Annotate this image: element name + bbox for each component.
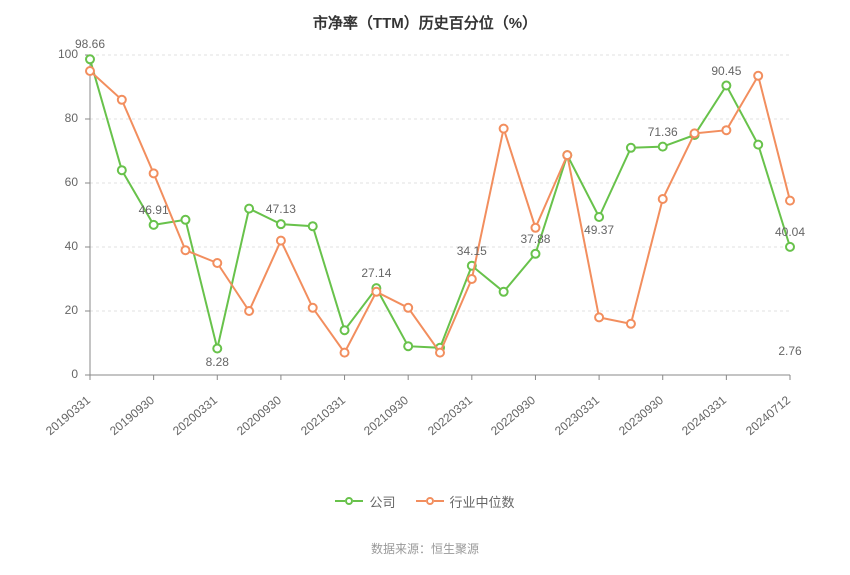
point-label: 8.28 bbox=[206, 355, 229, 369]
legend-item[interactable]: 公司 bbox=[335, 492, 395, 511]
y-tick-label: 0 bbox=[0, 367, 78, 381]
plot-area bbox=[0, 0, 850, 575]
legend: 公司 行业中位数 bbox=[0, 490, 850, 511]
point-label: 34.15 bbox=[457, 244, 487, 258]
y-tick-label: 80 bbox=[0, 111, 78, 125]
legend-marker bbox=[416, 497, 444, 505]
point-label: 47.13 bbox=[266, 202, 296, 216]
point-label: 71.36 bbox=[648, 125, 678, 139]
legend-label: 公司 bbox=[369, 492, 395, 511]
point-label: 27.14 bbox=[361, 266, 391, 280]
point-label: 46.91 bbox=[139, 203, 169, 217]
y-tick-label: 60 bbox=[0, 175, 78, 189]
point-label: 49.37 bbox=[584, 223, 614, 237]
point-label: 90.45 bbox=[711, 64, 741, 78]
legend-item[interactable]: 行业中位数 bbox=[416, 492, 515, 511]
point-label: 2.76 bbox=[778, 344, 801, 358]
legend-label: 行业中位数 bbox=[450, 492, 515, 511]
y-tick-label: 40 bbox=[0, 239, 78, 253]
data-source: 数据来源：恒生聚源 bbox=[0, 540, 850, 557]
y-tick-label: 20 bbox=[0, 303, 78, 317]
legend-marker bbox=[335, 497, 363, 505]
point-label: 37.88 bbox=[520, 232, 550, 246]
y-tick-label: 100 bbox=[0, 47, 78, 61]
point-label: 98.66 bbox=[75, 37, 105, 51]
point-label: 40.04 bbox=[775, 225, 805, 239]
chart-container: 市净率（TTM）历史百分位（%） 020406080100 2019033120… bbox=[0, 0, 850, 575]
